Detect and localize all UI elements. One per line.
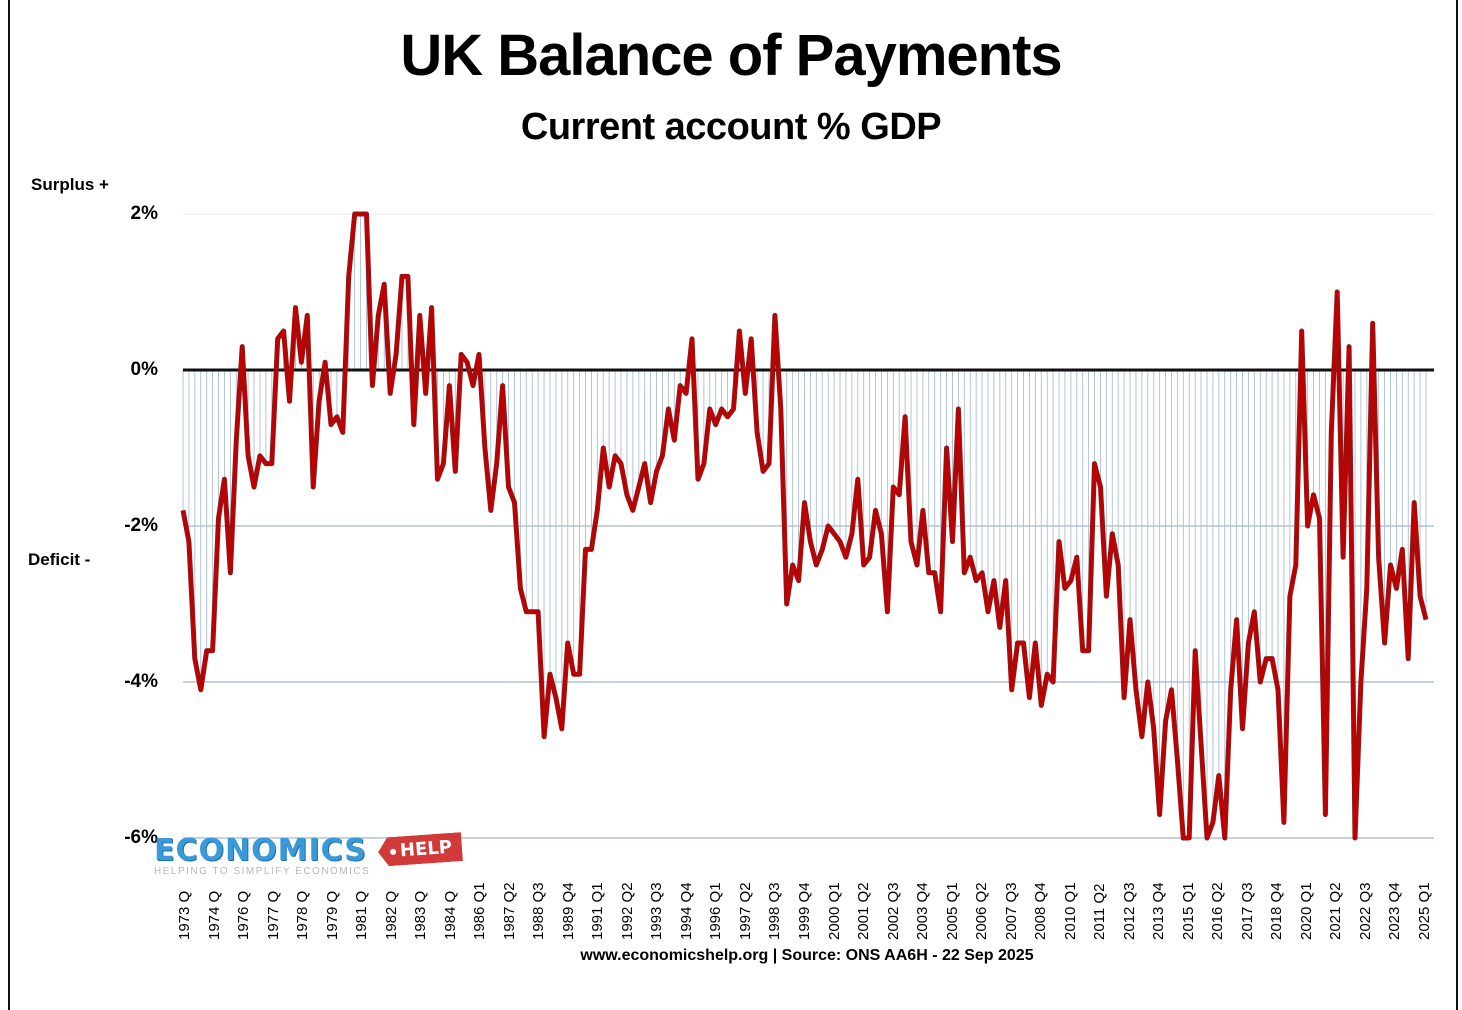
x-tick-label: 1983 Q	[412, 890, 430, 940]
x-tick-label: 1987 Q2	[500, 882, 518, 940]
x-tick-label: 1991 Q1	[589, 882, 607, 940]
x-tick-label: 2012 Q3	[1120, 882, 1138, 940]
x-tick-label: 1997 Q2	[736, 882, 754, 940]
x-tick-label: 1984 Q	[441, 890, 459, 940]
x-tick-label: 2006 Q2	[973, 882, 991, 940]
y-tick-label: -4%	[124, 671, 158, 692]
x-tick-label: 2010 Q1	[1061, 882, 1079, 940]
x-tick-label: 1986 Q1	[471, 882, 489, 940]
y-tick-label: -2%	[124, 515, 158, 536]
x-tick-label: 1994 Q4	[677, 882, 695, 940]
x-tick-label: 1998 Q3	[766, 882, 784, 940]
x-tick-label: 2015 Q1	[1179, 882, 1197, 940]
series-line	[181, 212, 1428, 840]
x-tick-label: 1977 Q	[264, 890, 282, 940]
x-tick-label: 2005 Q1	[943, 882, 961, 940]
x-tick-label: 1981 Q	[353, 890, 371, 940]
x-tick-label: 1974 Q	[205, 890, 223, 940]
surplus-label: Surplus +	[31, 175, 109, 194]
x-tick-label: 2002 Q3	[884, 882, 902, 940]
x-tick-label: 1989 Q4	[559, 882, 577, 940]
x-tick-label: 2016 Q2	[1209, 882, 1227, 940]
x-tick-label: 1973 Q	[176, 890, 193, 940]
x-tick-label: 1999 Q4	[796, 882, 813, 940]
y-tick-label: 2%	[130, 203, 158, 224]
x-tick-label: 1976 Q	[235, 890, 253, 940]
x-tick-label: 2018 Q4	[1268, 882, 1286, 940]
deficit-label: Deficit -	[28, 550, 91, 569]
x-tick-label: 2017 Q3	[1238, 882, 1256, 940]
source-footer: www.economicshelp.org | Source: ONS AA6H…	[580, 947, 1034, 964]
x-tick-label: 1979 Q	[323, 890, 341, 940]
x-tick-label: 2020 Q1	[1297, 882, 1315, 940]
x-tick-label: 2008 Q4	[1032, 882, 1050, 940]
economics-help-logo: ECONOMICS HELP HELPING TO SIMPLIFY ECONO…	[154, 833, 370, 877]
x-tick-label: 2023 Q4	[1386, 882, 1404, 940]
x-tick-label: 2025 Q1	[1416, 882, 1433, 940]
x-tick-label: 2021 Q2	[1327, 882, 1345, 940]
logo-wordmark: ECONOMICS	[154, 833, 367, 868]
x-tick-label: 2013 Q4	[1150, 882, 1168, 940]
x-tick-label: 2003 Q4	[914, 882, 932, 940]
chart-title: UK Balance of Payments	[400, 23, 1062, 88]
x-tick-label: 1992 Q2	[618, 882, 636, 940]
x-tick-label: 2001 Q2	[855, 882, 873, 940]
x-tick-label: 2011 Q2	[1091, 883, 1109, 940]
x-tick-label: 2022 Q3	[1356, 882, 1374, 940]
y-tick-label: -6%	[124, 827, 158, 848]
deficit-fill-stripes	[182, 214, 1427, 838]
x-tick-label: 1993 Q3	[648, 882, 666, 940]
x-tick-label: 2007 Q3	[1002, 882, 1020, 940]
x-tick-label: 1978 Q	[294, 890, 312, 940]
chart-subtitle: Current account % GDP	[520, 106, 942, 148]
x-tick-label: 1996 Q1	[707, 882, 725, 940]
chart-frame	[8, 0, 1458, 1010]
logo-tagline: HELPING TO SIMPLIFY ECONOMICS	[154, 866, 371, 877]
x-tick-label: 1982 Q	[382, 890, 400, 940]
logo-help-tag: HELP	[377, 832, 463, 867]
x-tick-label: 2000 Q1	[825, 882, 843, 940]
x-tick-label: 1988 Q3	[530, 882, 548, 940]
y-tick-label: 0%	[130, 359, 158, 380]
